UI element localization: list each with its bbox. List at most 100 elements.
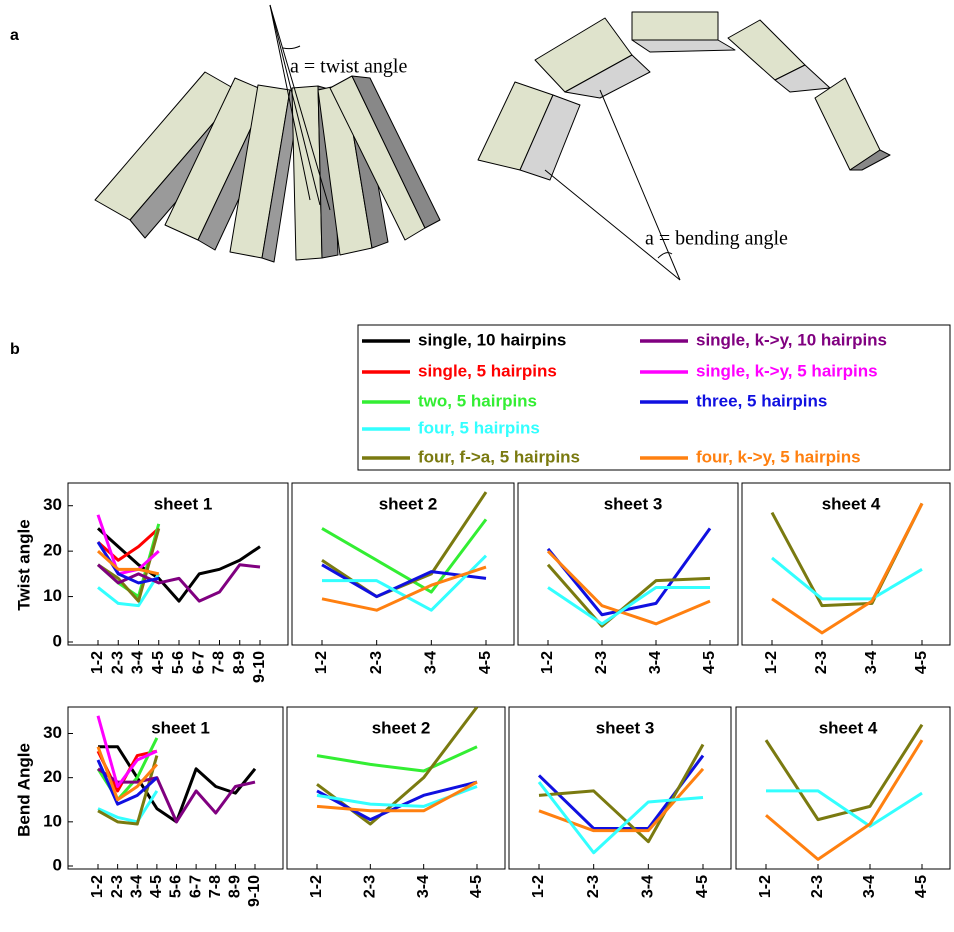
x-tick-label: 3-4 (415, 875, 432, 898)
plot-frame (508, 706, 732, 870)
plot-area (321, 491, 488, 612)
series-line (546, 563, 711, 628)
x-tick-label: 1-2 (313, 651, 330, 674)
y-tick-label: 10 (43, 811, 62, 830)
x-tick-label: 8-9 (231, 651, 248, 674)
x-tick-label: 3-4 (861, 875, 878, 898)
x-tick-label: 3-4 (128, 875, 145, 898)
x-tick-label: 4-5 (150, 651, 167, 674)
legend-label: four, k->y, 5 hairpins (696, 447, 861, 466)
y-tick-label: 0 (53, 631, 62, 650)
y-tick-label: 20 (43, 541, 62, 560)
plot-area (546, 527, 712, 628)
series-line (766, 789, 923, 828)
x-tick-label: 7-8 (207, 875, 224, 898)
x-tick-label: 4-5 (913, 651, 930, 674)
x-tick-label: 3-4 (647, 651, 664, 674)
x-tick-label: 1-2 (530, 875, 547, 898)
plot-area (764, 723, 924, 861)
x-tick-label: 2-3 (362, 875, 379, 898)
x-tick-label: 6-7 (187, 875, 204, 898)
panel-label: b (10, 341, 20, 358)
plot-frame (517, 482, 739, 646)
series-line (316, 745, 478, 773)
legend-label: three, 5 hairpins (696, 391, 827, 410)
legend-label: single, k->y, 5 hairpins (696, 361, 878, 380)
plot-area (96, 715, 257, 826)
legend-label: single, 5 hairpins (418, 361, 557, 380)
x-tick-label: 2-3 (368, 651, 385, 674)
series-line (96, 746, 158, 802)
twist-diagram (94, 4, 441, 263)
series-line (765, 739, 924, 861)
series-line (97, 528, 161, 603)
legend-label: single, k->y, 10 hairpins (696, 330, 887, 349)
chart-title: sheet 4 (822, 494, 881, 513)
x-tick-label: 2-3 (585, 875, 602, 898)
x-tick-label: 4-5 (913, 875, 930, 898)
x-tick-label: 3-4 (640, 875, 657, 898)
series-line (322, 554, 488, 612)
x-tick-label: 9-10 (251, 651, 268, 683)
plot-area (316, 707, 479, 826)
series-line (97, 767, 256, 824)
series-line (96, 715, 158, 788)
series-line (547, 585, 710, 626)
series-line (96, 563, 261, 603)
series-line (764, 723, 924, 822)
x-tick-label: 3-4 (423, 651, 440, 674)
x-tick-label: 7-8 (211, 651, 228, 674)
series-line (546, 550, 711, 626)
chart-title: sheet 3 (604, 494, 663, 513)
legend-label: four, f->a, 5 hairpins (418, 447, 580, 466)
x-tick-label: 2-3 (109, 651, 126, 674)
plot-area (537, 743, 705, 855)
chart-title: sheet 1 (151, 718, 210, 737)
series-line (97, 790, 159, 824)
series-line (316, 780, 478, 813)
x-tick-label: 5-6 (168, 875, 185, 898)
x-tick-label: 2-3 (813, 651, 830, 674)
chart-title: sheet 3 (596, 718, 655, 737)
series-line (321, 565, 487, 612)
legend-label: four, 5 hairpins (418, 418, 540, 437)
y-tick-label: 20 (43, 767, 62, 786)
series-line (771, 502, 924, 635)
series-line (537, 781, 704, 855)
chart-title: sheet 4 (819, 718, 878, 737)
y-axis-label: Bend Angle (14, 743, 33, 837)
legend-label: two, 5 hairpins (418, 391, 537, 410)
series-line (546, 527, 712, 617)
y-tick-label: 0 (53, 855, 62, 874)
y-axis-label: Twist angle (14, 519, 33, 610)
x-tick-label: 4-5 (477, 651, 494, 674)
x-tick-label: 3-4 (863, 651, 880, 674)
x-tick-label: 2-3 (109, 875, 126, 898)
x-tick-label: 1-2 (89, 651, 106, 674)
y-tick-label: 30 (43, 495, 62, 514)
series-line (96, 541, 160, 585)
series-line (538, 743, 705, 844)
x-tick-label: 1-2 (308, 875, 325, 898)
panel-label: a (10, 27, 19, 44)
annotation: a = twist angle (290, 56, 407, 78)
series-line (316, 780, 478, 822)
x-tick-label: 1-2 (89, 875, 106, 898)
series-line (96, 527, 160, 562)
x-tick-label: 2-3 (593, 651, 610, 674)
series-line (97, 755, 159, 826)
bend-diagram (477, 11, 891, 281)
x-tick-label: 4-5 (148, 875, 165, 898)
y-tick-label: 10 (43, 586, 62, 605)
chart-title: sheet 2 (372, 718, 431, 737)
x-tick-label: 1-2 (763, 651, 780, 674)
series-line (321, 518, 488, 594)
legend-box (357, 324, 951, 471)
plot-area (770, 502, 924, 635)
series-line (771, 556, 923, 601)
plot-frame (67, 482, 289, 646)
chart-title: sheet 1 (154, 494, 213, 513)
annotation: a = bending angle (645, 228, 788, 250)
x-tick-label: 4-5 (701, 651, 718, 674)
